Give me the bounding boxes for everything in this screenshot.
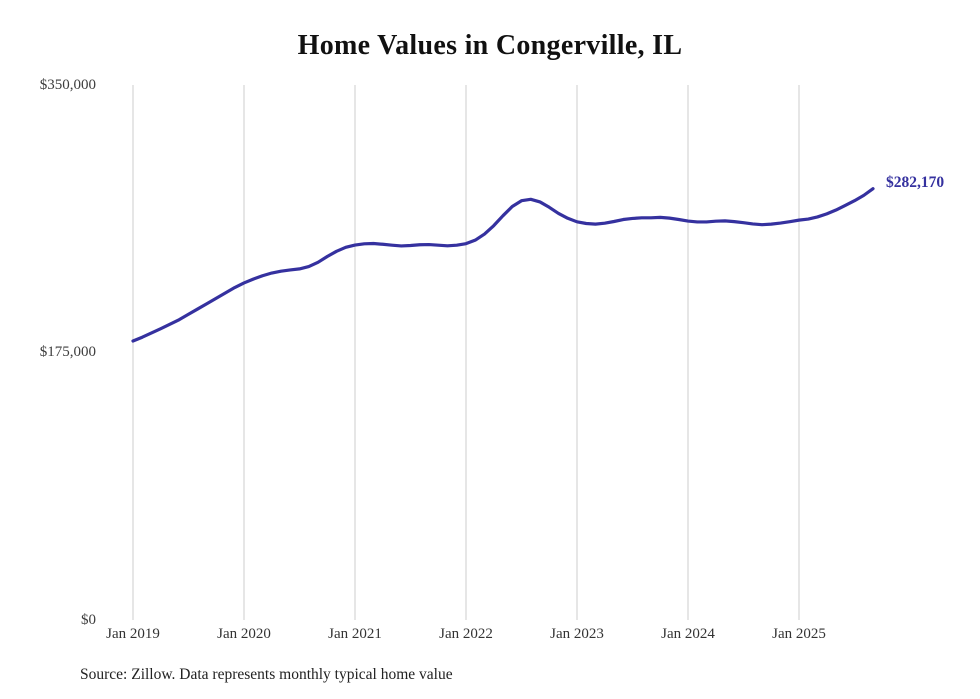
- home-value-series-line: [131, 187, 875, 343]
- x-axis-tick-label: Jan 2020: [217, 626, 271, 642]
- x-axis-tick-label: Jan 2024: [661, 626, 715, 642]
- x-axis-tick-label: Jan 2022: [439, 626, 493, 642]
- y-axis-tick-label: $0: [81, 612, 96, 628]
- y-axis-tick-label: $175,000: [39, 344, 96, 360]
- x-axis-tick-label: Jan 2019: [106, 626, 160, 642]
- y-axis-tick-label: $350,000: [39, 77, 96, 93]
- x-axis-tick-label: Jan 2025: [772, 626, 826, 642]
- x-axis-tick-label: Jan 2021: [328, 626, 382, 642]
- x-axis-tick-label: Jan 2023: [550, 626, 604, 642]
- latest-value-label: $282,170: [886, 174, 945, 191]
- source-note: Source: Zillow. Data represents monthly …: [80, 666, 453, 683]
- chart-title: Home Values in Congerville, IL: [297, 30, 683, 61]
